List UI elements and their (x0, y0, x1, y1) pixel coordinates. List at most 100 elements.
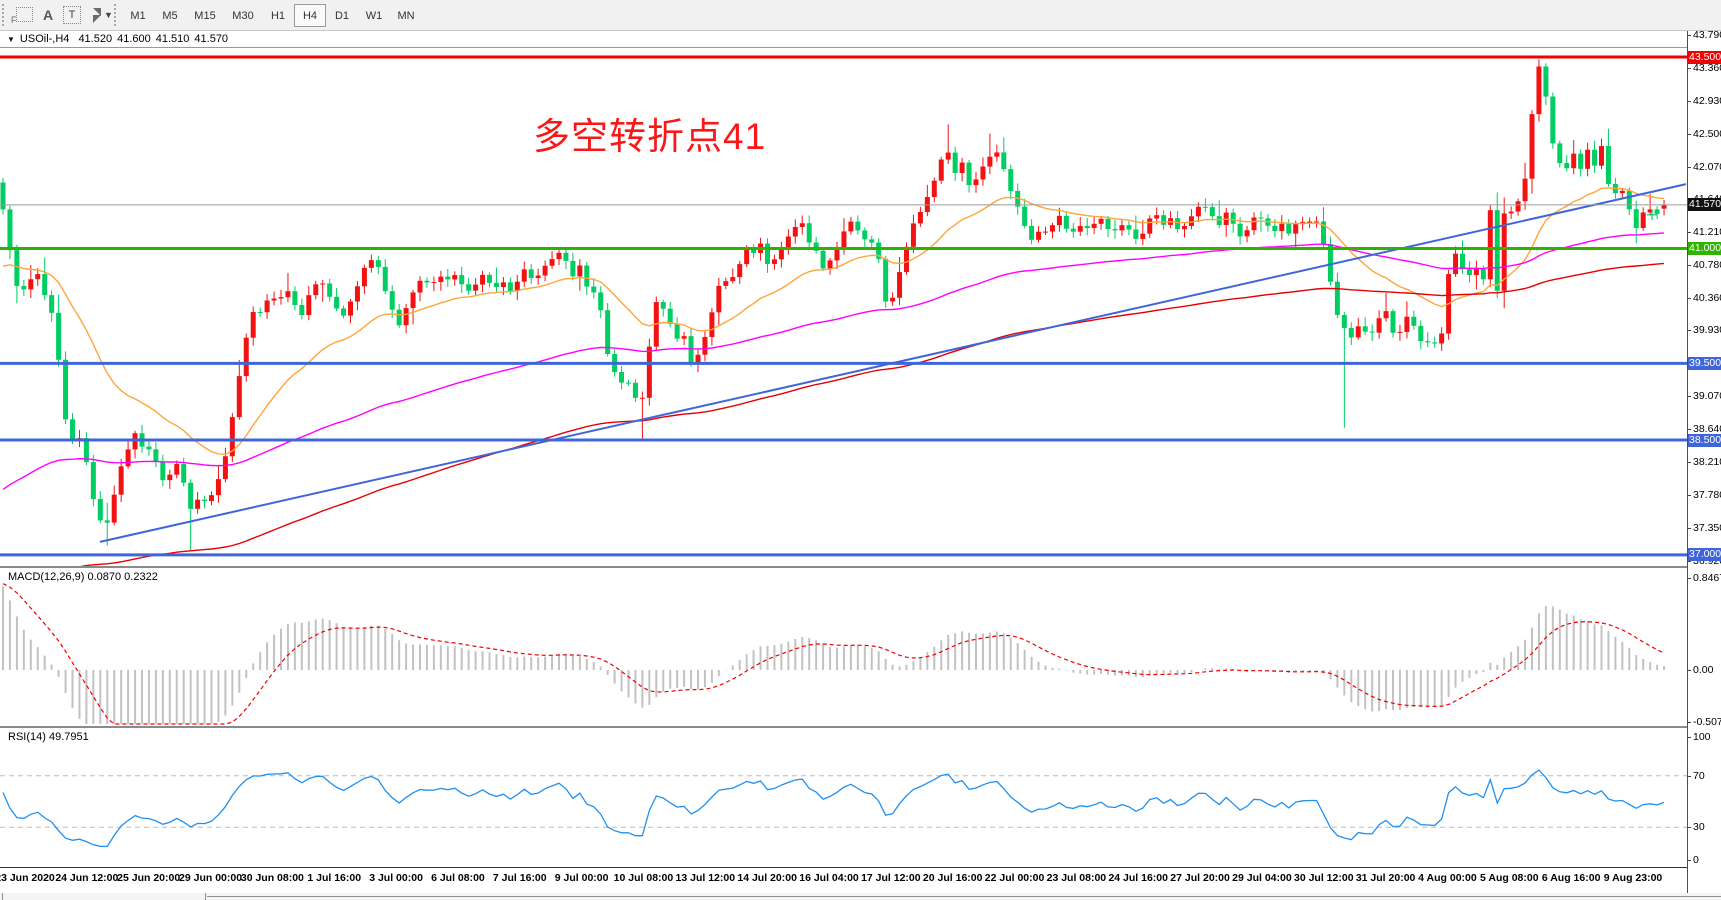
time-label: 3 Jul 00:00 (369, 872, 423, 884)
toolbar-grip[interactable] (2, 4, 8, 26)
timeframe-mn[interactable]: MN (397, 9, 415, 22)
rsi-separator[interactable] (0, 726, 1687, 728)
axis-tick-mark (1687, 737, 1691, 738)
axis-tick-mark (1687, 134, 1691, 135)
scrollbar-track (207, 896, 1721, 897)
timeframe-d1[interactable]: D1 (334, 9, 350, 22)
macd-separator[interactable] (0, 566, 1687, 568)
caption-divider (0, 47, 1687, 48)
timeframe-w1[interactable]: W1 (365, 9, 383, 22)
timeframe-m15[interactable]: M15 (194, 9, 216, 22)
price-badge: 43.500 (1688, 50, 1721, 64)
arrow-down-glyph (93, 14, 102, 23)
time-label: 10 Jul 08:00 (613, 872, 674, 884)
timeframe-h4[interactable]: H4 (294, 4, 326, 27)
chart-annotation: 多空转折点41 (533, 116, 767, 157)
ohlc-high: 41.600 (117, 33, 151, 45)
indicator-grid-icon[interactable]: F (10, 3, 34, 26)
price-tick: 38.210 (1693, 456, 1721, 468)
time-label: 16 Jul 04:00 (799, 872, 859, 884)
time-label: 7 Jul 16:00 (492, 872, 547, 884)
price-tick: 40.780 (1693, 259, 1721, 271)
font-a-icon[interactable]: A (42, 6, 54, 23)
axis-tick-mark (1687, 528, 1691, 529)
toolbar-grip-2[interactable] (114, 4, 120, 26)
time-label: 30 Jul 12:00 (1293, 872, 1354, 884)
macd-tick: -0.5072 (1693, 716, 1721, 728)
macd-label: MACD(12,26,9) 0.0870 0.2322 (8, 571, 158, 583)
text-label-icon[interactable]: T (62, 3, 82, 26)
time-label: 6 Jul 08:00 (431, 872, 485, 884)
chevron-down-icon[interactable]: ▼ (104, 9, 113, 20)
time-label: 29 Jun 00:00 (179, 872, 243, 884)
axis-tick-mark (1687, 68, 1691, 69)
axis-tick-mark (1687, 298, 1691, 299)
price-tick: 43.360 (1693, 62, 1721, 74)
rsi-label: RSI(14) 49.7951 (8, 731, 89, 743)
time-label: 1 Jul 16:00 (307, 872, 362, 884)
scrollbar-tick-left (2, 893, 3, 900)
scrollbar-tick-right (205, 893, 206, 900)
axis-tick-mark (1687, 670, 1691, 671)
price-tick: 39.070 (1693, 390, 1721, 402)
axis-tick-mark (1687, 775, 1691, 777)
time-label: 23 Jun 2020 (0, 872, 55, 884)
price-badge: 41.000 (1688, 242, 1721, 255)
timeframe-m5[interactable]: M5 (162, 9, 178, 22)
chart-caption[interactable]: ▼ USOil-,H4 41.520 41.600 41.510 41.570 (7, 32, 228, 46)
timeframe-m1[interactable]: M1 (130, 9, 146, 22)
price-badge: 38.500 (1688, 433, 1721, 447)
time-label: 6 Aug 16:00 (1541, 872, 1601, 884)
time-label: 24 Jul 16:00 (1108, 872, 1168, 884)
axis-tick-mark (1687, 860, 1691, 861)
ohlc-close: 41.570 (194, 33, 229, 45)
price-tick: 37.350 (1693, 522, 1721, 534)
price-badge: 39.500 (1688, 356, 1721, 370)
time-label: 27 Jul 20:00 (1170, 872, 1230, 884)
timeframe-m30[interactable]: M30 (232, 9, 254, 22)
time-label: 30 Jun 08:00 (240, 872, 304, 884)
price-tick: 39.930 (1693, 324, 1721, 336)
time-label: 9 Aug 23:00 (1603, 872, 1663, 884)
macd-tick: 0.8467 (1693, 571, 1721, 584)
macd-tick: 0.00 (1693, 664, 1714, 676)
time-axis-border (0, 867, 1687, 868)
horizontal-scrollbar[interactable] (0, 893, 1721, 900)
axis-tick-mark (1687, 101, 1691, 102)
price-tick: 42.500 (1693, 128, 1721, 140)
rsi-tick: 100 (1693, 731, 1711, 743)
grid-box-icon (16, 6, 33, 22)
rsi-tick: 30 (1693, 821, 1705, 834)
timeframe-h1[interactable]: H1 (270, 9, 286, 22)
axis-tick-mark (1687, 330, 1691, 331)
price-badge: 41.570 (1688, 198, 1721, 212)
axis-tick-mark (1687, 35, 1691, 36)
arrow-up-glyph (93, 7, 102, 16)
axis-tick-mark (1687, 167, 1691, 168)
price-tick: 37.780 (1693, 489, 1721, 501)
axis-tick-mark (1687, 462, 1691, 463)
time-label: 13 Jul 12:00 (675, 872, 736, 884)
price-tick: 42.070 (1693, 161, 1721, 173)
time-label: 29 Jul 04:00 (1232, 872, 1292, 884)
axis-tick-mark (1687, 396, 1691, 397)
time-label: 22 Jul 00:00 (984, 872, 1045, 884)
time-label: 24 Jun 12:00 (55, 872, 119, 884)
axis-tick-mark (1687, 232, 1691, 233)
time-label: 25 Jun 20:00 (117, 872, 181, 884)
price-badge: 37.000 (1688, 548, 1721, 562)
price-tick: 40.360 (1693, 292, 1721, 304)
axis-tick-mark (1687, 429, 1691, 430)
price-tick: 41.210 (1693, 226, 1721, 238)
price-tick: 38.640 (1693, 423, 1721, 435)
arrows-icon[interactable]: ▼ (88, 3, 118, 26)
symbol-dropdown-icon[interactable]: ▼ (7, 34, 15, 44)
toolbar: F A T ▼ M1 M5 M15 M30 H1 H4 D1 W1 MN (0, 0, 1721, 31)
axis-tick-mark (1687, 577, 1691, 579)
ohlc-low: 41.510 (155, 33, 190, 45)
time-label: 9 Jul 00:00 (554, 872, 609, 884)
ohlc-open: 41.520 (78, 33, 113, 45)
axis-tick-mark (1687, 722, 1691, 723)
